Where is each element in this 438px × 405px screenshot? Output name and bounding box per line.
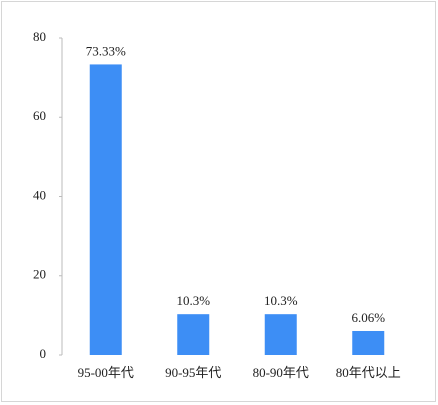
bar [177,314,210,355]
bar [352,330,385,355]
value-label: 10.3% [176,293,210,308]
x-tick-label: 95-00年代 [78,365,134,380]
bar [264,314,297,355]
y-tick-label: 80 [33,29,46,44]
x-tick-label: 80年代以上 [336,365,401,380]
value-label: 6.06% [351,310,385,325]
y-tick-label: 20 [33,267,46,282]
y-tick-label: 60 [33,108,46,123]
value-label: 10.3% [264,293,298,308]
x-tick-label: 90-95年代 [165,365,221,380]
value-label: 73.33% [86,43,126,58]
y-tick-label: 0 [40,346,47,361]
y-tick-label: 40 [33,187,46,202]
x-tick-label: 80-90年代 [253,365,309,380]
bar [89,64,122,356]
